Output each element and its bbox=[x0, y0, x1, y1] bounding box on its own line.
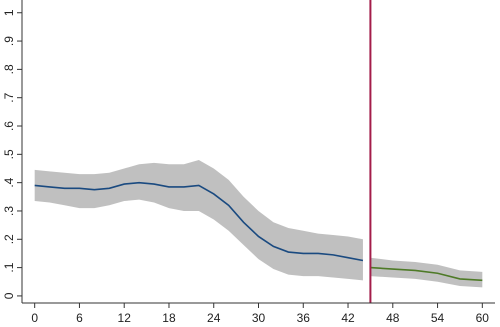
x-tick-label: 12 bbox=[118, 311, 132, 325]
x-tick-label: 54 bbox=[431, 311, 445, 325]
y-tick-label: .8 bbox=[2, 64, 16, 74]
y-tick-label: .5 bbox=[2, 149, 16, 159]
line bbox=[34, 181, 364, 262]
x-tick-label: 36 bbox=[297, 311, 311, 325]
x-tick-label: 30 bbox=[252, 311, 266, 325]
x-tick-label: 18 bbox=[162, 311, 176, 325]
x-tick-label: 60 bbox=[476, 311, 490, 325]
line bbox=[370, 266, 483, 282]
x-tick-label: 0 bbox=[31, 311, 38, 325]
x-tick-label: 42 bbox=[341, 311, 355, 325]
x-tick-label: 24 bbox=[207, 311, 221, 325]
y-tick-label: .7 bbox=[2, 92, 16, 102]
y-tick-label: .4 bbox=[2, 177, 16, 187]
x-tick-label: 6 bbox=[76, 311, 83, 325]
y-tick-label: 0 bbox=[2, 292, 16, 299]
confidence-band bbox=[34, 159, 363, 281]
x-tick-label: 48 bbox=[386, 311, 400, 325]
y-tick-label: 1 bbox=[2, 9, 16, 16]
y-tick-label: .6 bbox=[2, 121, 16, 131]
y-tick-label: .3 bbox=[2, 206, 16, 216]
y-tick-label: .9 bbox=[2, 36, 16, 46]
y-tick-label: .1 bbox=[2, 262, 16, 272]
y-tick-label: .2 bbox=[2, 234, 16, 244]
